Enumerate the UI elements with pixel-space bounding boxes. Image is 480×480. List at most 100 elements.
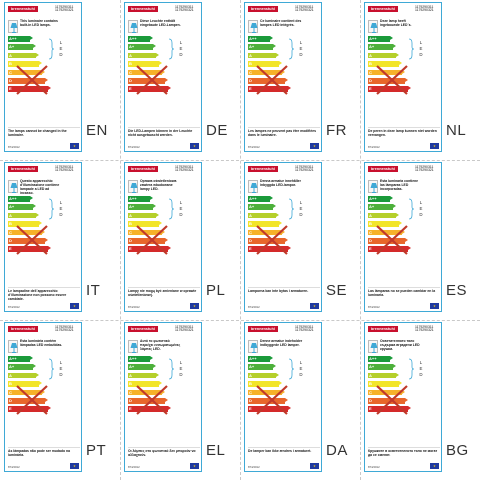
energy-class-a: A xyxy=(368,52,396,59)
not-replaceable-cross xyxy=(11,384,51,416)
energy-class-b: B xyxy=(128,381,159,387)
energy-class-arrow-tip xyxy=(405,398,408,402)
not-replaceable-cross xyxy=(251,384,291,416)
energy-class-arrow-tip xyxy=(405,78,408,82)
led-letter: D xyxy=(299,52,303,57)
energy-class-arrow-tip xyxy=(273,364,276,369)
energy-label: brennenstuhl 1179290311 1179290321 Esta lum… xyxy=(364,162,442,312)
brace-icon xyxy=(168,198,175,220)
brace-icon xyxy=(408,38,415,60)
eu-flag-icon: ★ xyxy=(430,143,439,149)
energy-class-arrow-tip xyxy=(42,389,45,394)
label-cell-de: brennenstuhl 1179290311 1179290321 Diese Le… xyxy=(120,0,240,160)
lamp-icon xyxy=(128,180,138,193)
energy-class-d: D xyxy=(8,78,45,84)
label-footer: 874/2012 ★ xyxy=(128,463,200,470)
energy-class-arrow-tip xyxy=(48,246,51,251)
energy-class-arrow-tip xyxy=(279,221,282,226)
product-codes: 1179290311 1179290321 xyxy=(295,165,322,173)
brace-icon xyxy=(48,358,55,380)
energy-label: brennenstuhl 1179290311 1179290321 Diese Le… xyxy=(124,2,202,152)
energy-scale: A++ A+ A B C D E L E D xyxy=(248,196,320,256)
energy-class-arrow-tip xyxy=(288,246,291,251)
lamp-icon xyxy=(8,20,18,33)
description-top: Esta luminária contém lâmpadas LED embut… xyxy=(20,339,63,348)
product-code: 1179290321 xyxy=(415,8,434,13)
energy-class-arrow-tip xyxy=(390,356,393,360)
energy-class-arrow-tip xyxy=(408,86,411,91)
brand-logo: brennenstuhl xyxy=(8,6,38,12)
energy-class-aplusplus: A++ xyxy=(248,356,270,362)
energy-class-arrow-tip xyxy=(156,52,159,57)
description-top: Deze lamp heeft ingebouwde LED´s. xyxy=(380,19,412,28)
led-letter: E xyxy=(179,46,183,51)
language-code: ES xyxy=(446,282,468,299)
energy-class-aplusplus: A++ xyxy=(128,356,150,362)
energy-class-aplus: A+ xyxy=(8,44,33,50)
energy-label: brennenstuhl 1179290311 1179290321 Ce lumin… xyxy=(244,2,322,152)
brand-logo: brennenstuhl xyxy=(368,326,398,332)
not-replaceable-cross xyxy=(251,64,291,96)
regulation-number: 874/2012 xyxy=(8,465,20,469)
led-letter: D xyxy=(299,212,303,217)
energy-class-b: B xyxy=(248,61,279,67)
product-code: 1179290321 xyxy=(175,8,194,13)
label-cell-bg: brennenstuhl 1179290311 1179290321 Осветите… xyxy=(360,320,480,480)
eu-flag-icon: ★ xyxy=(310,463,319,469)
language-code: DE xyxy=(206,122,228,139)
label-footer: 874/2012 ★ xyxy=(248,143,320,150)
energy-class-a: A xyxy=(8,212,36,219)
energy-class-e: E xyxy=(8,86,48,92)
lamp-icon xyxy=(248,340,258,353)
energy-class-a: A xyxy=(248,372,276,379)
energy-scale: A++ A+ A B C D E L E D xyxy=(128,196,200,256)
energy-class-a: A xyxy=(248,212,276,219)
language-code: EN xyxy=(86,122,108,139)
energy-class-aplusplus: A++ xyxy=(128,36,150,42)
language-code: FR xyxy=(326,122,347,139)
energy-class-arrow-tip xyxy=(33,364,36,369)
regulation-number: 874/2012 xyxy=(128,305,140,309)
description-top: Diese Leuchte enthält eingebaute LED-Lam… xyxy=(140,19,181,28)
led-letter: L xyxy=(59,200,63,205)
energy-class-arrow-tip xyxy=(399,61,402,66)
energy-class-e: E xyxy=(128,406,168,412)
brace-icon xyxy=(48,38,55,60)
brace-icon xyxy=(48,198,55,220)
product-code: 1179290311 xyxy=(415,164,434,169)
energy-class-e: E xyxy=(128,246,168,252)
energy-class-arrow-tip xyxy=(48,86,51,91)
language-code: PT xyxy=(86,442,107,459)
energy-class-arrow-tip xyxy=(42,229,45,234)
energy-class-aplus: A+ xyxy=(368,204,393,210)
language-code: SE xyxy=(326,282,348,299)
energy-class-arrow-tip xyxy=(282,229,285,234)
energy-class-arrow-tip xyxy=(276,372,279,377)
label-cell-fr: brennenstuhl 1179290311 1179290321 Ce lumin… xyxy=(240,0,360,160)
label-footer: 874/2012 ★ xyxy=(128,303,200,310)
energy-class-arrow-tip xyxy=(165,398,168,402)
not-replaceable-cross xyxy=(11,224,51,256)
energy-class-arrow-tip xyxy=(33,44,36,49)
led-letter: D xyxy=(179,212,183,217)
not-replaceable-cross xyxy=(11,64,51,96)
energy-class-d: D xyxy=(248,78,285,84)
grid-divider-horizontal xyxy=(0,160,480,161)
product-code: 1179290311 xyxy=(55,164,74,169)
brand-logo: brennenstuhl xyxy=(248,326,278,332)
led-letter: D xyxy=(419,52,423,57)
energy-scale: A++ A+ A B C D E L E D xyxy=(368,356,440,416)
label-footer: 874/2012 ★ xyxy=(368,143,440,150)
energy-class-arrow-tip xyxy=(285,238,288,242)
energy-class-aplus: A+ xyxy=(248,204,273,210)
label-cell-pl: brennenstuhl 1179290311 1179290321 Oprawa o… xyxy=(120,160,240,320)
product-codes: 1179290311 1179290321 xyxy=(175,5,202,13)
energy-class-arrow-tip xyxy=(45,78,48,82)
energy-class-arrow-tip xyxy=(288,86,291,91)
product-code: 1179290311 xyxy=(175,324,194,329)
